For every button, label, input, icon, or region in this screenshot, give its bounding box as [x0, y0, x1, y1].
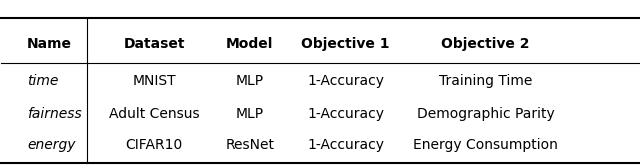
Text: energy: energy	[27, 138, 76, 152]
Text: 1-Accuracy: 1-Accuracy	[307, 107, 384, 121]
Text: MLP: MLP	[236, 74, 264, 88]
Text: Model: Model	[226, 37, 273, 51]
Text: Demographic Parity: Demographic Parity	[417, 107, 554, 121]
Text: MNIST: MNIST	[132, 74, 176, 88]
Text: time: time	[27, 74, 58, 88]
Text: MLP: MLP	[236, 107, 264, 121]
Text: Energy Consumption: Energy Consumption	[413, 138, 558, 152]
Text: Objective 2: Objective 2	[442, 37, 530, 51]
Text: CIFAR10: CIFAR10	[125, 138, 183, 152]
Text: Adult Census: Adult Census	[109, 107, 200, 121]
Text: Dataset: Dataset	[124, 37, 185, 51]
Text: 1-Accuracy: 1-Accuracy	[307, 74, 384, 88]
Text: Objective 1: Objective 1	[301, 37, 390, 51]
Text: Training Time: Training Time	[439, 74, 532, 88]
Text: 1-Accuracy: 1-Accuracy	[307, 138, 384, 152]
Text: Name: Name	[27, 37, 72, 51]
Text: ResNet: ResNet	[225, 138, 275, 152]
Text: fairness: fairness	[27, 107, 82, 121]
